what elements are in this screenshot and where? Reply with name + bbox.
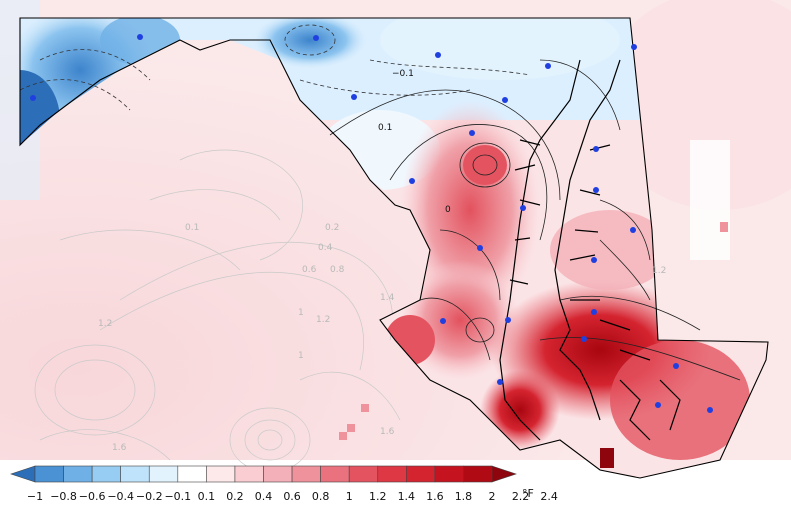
colorbar-tick-label: 1.6 [426, 490, 444, 503]
contour-label: 0 [445, 205, 451, 215]
colorbar-tick-label: 2.4 [540, 490, 558, 503]
contour-label: 1.2 [652, 266, 666, 276]
colorbar-arrow-high [491, 465, 517, 483]
station-dot[interactable] [313, 35, 319, 41]
colorbar-segment [463, 465, 493, 483]
station-dot[interactable] [545, 63, 551, 69]
colorbar-tick-label: −1 [27, 490, 43, 503]
contour-label: 1.2 [98, 319, 112, 329]
station-dot[interactable] [435, 52, 441, 58]
maryland-outline [19, 17, 769, 479]
contour-label: −0.1 [392, 69, 414, 79]
station-dot[interactable] [631, 44, 637, 50]
colorbar-segment [63, 465, 93, 483]
contour-label: 1.2 [316, 315, 330, 325]
colorbar-tick-label: 0.4 [255, 490, 273, 503]
colorbar-tick-label: −0.2 [136, 490, 163, 503]
colorbar-segment [320, 465, 350, 483]
colorbar-segment [234, 465, 264, 483]
contour-label: 1.6 [380, 427, 395, 437]
colorbar-segment [148, 465, 179, 483]
station-dot[interactable] [593, 146, 599, 152]
contour-label: 0.6 [302, 265, 317, 275]
colorbar-tick-label: −0.6 [79, 490, 106, 503]
colorbar-tick-label: 1.2 [369, 490, 387, 503]
chesapeake-shoreline [499, 59, 681, 441]
station-dot[interactable] [655, 402, 661, 408]
colorbar-tick-label: 1.4 [398, 490, 416, 503]
east-white-patch [690, 140, 730, 260]
colorbar-arrow-low [10, 465, 36, 483]
colorbar-tick-label: 1 [346, 490, 353, 503]
contour-label: 1 [298, 351, 304, 361]
colorbar-unit: °F [522, 487, 534, 500]
state-contours [329, 59, 741, 381]
colorbar-tick-label: −0.8 [50, 490, 77, 503]
colorbar-segment [406, 465, 436, 483]
contour-label: 0.8 [330, 265, 345, 275]
northeast-warm-patch [600, 0, 791, 210]
station-dot[interactable] [469, 130, 475, 136]
contour-label: 0.4 [318, 243, 333, 253]
station-dot[interactable] [497, 379, 503, 385]
station-dot[interactable] [581, 336, 587, 342]
contour-labels: −0.1 0.1 0 0.1 0.2 0.4 0.6 0.8 1 1.2 1.4… [98, 69, 666, 453]
station-dot[interactable] [707, 407, 713, 413]
colorbar-segment [348, 465, 379, 483]
colorbar-segment [177, 465, 207, 483]
colorbar-tick-label: 0.8 [312, 490, 330, 503]
colorbar-tick-label: 0.2 [226, 490, 244, 503]
station-dot[interactable] [502, 97, 508, 103]
colorbar-segment [120, 465, 150, 483]
colorbar-segment [377, 465, 407, 483]
station-dot[interactable] [505, 317, 511, 323]
contour-label: 1.6 [112, 443, 127, 453]
station-dot[interactable] [137, 34, 143, 40]
contour-label: 1 [298, 308, 304, 318]
colorbar-tick-label: −0.1 [164, 490, 191, 503]
station-dot[interactable] [591, 257, 597, 263]
stray-grid-cells [339, 222, 728, 468]
colorbar-tick-label: 2.2 [512, 490, 530, 503]
colorbar-segment [91, 465, 121, 483]
colorbar-tick-label: 2 [489, 490, 496, 503]
cold-contours [19, 24, 531, 111]
station-dot[interactable] [477, 245, 483, 251]
station-dot[interactable] [591, 309, 597, 315]
colorbar-segment [434, 465, 464, 483]
contour-label: 0.2 [325, 223, 339, 233]
station-dot[interactable] [30, 95, 36, 101]
colorbar-segment [263, 465, 293, 483]
colorbar-segment [34, 465, 64, 483]
colorbar: −1 −0.8 −0.6 −0.4 −0.2 −0.1 0.1 0.2 0.4 0.6 0.8 1 1.… [10, 465, 558, 503]
contour-label: 1.4 [380, 293, 395, 303]
contour-label: 0.1 [185, 223, 199, 233]
station-dot[interactable] [409, 178, 415, 184]
colorbar-segment [206, 465, 236, 483]
station-dot[interactable] [440, 318, 446, 324]
station-markers [30, 34, 713, 413]
colorbar-tick-label: −0.4 [107, 490, 134, 503]
station-dot[interactable] [593, 187, 599, 193]
contour-label: 0.1 [378, 123, 392, 133]
station-dot[interactable] [673, 363, 679, 369]
colorbar-tick-label: 0.1 [198, 490, 216, 503]
background-contours [34, 149, 401, 473]
colorbar-tick-label: 1.8 [455, 490, 473, 503]
station-dot[interactable] [351, 94, 357, 100]
colorbar-segment [291, 465, 321, 483]
station-dot[interactable] [630, 227, 636, 233]
colorbar-tick-label: 0.6 [283, 490, 301, 503]
station-dot[interactable] [520, 205, 526, 211]
